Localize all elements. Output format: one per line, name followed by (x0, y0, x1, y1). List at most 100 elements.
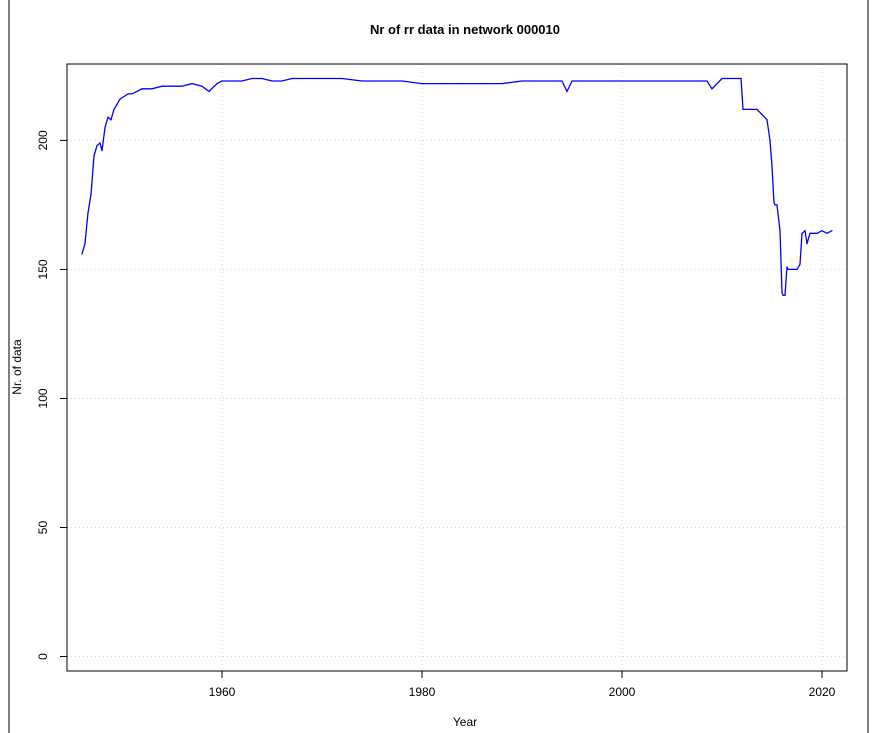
x-tick-label-1960: 1960 (209, 685, 236, 699)
data-point-66 (761, 114, 763, 116)
data-point-74 (781, 292, 783, 294)
data-point-43 (461, 83, 463, 85)
data-point-63 (746, 108, 748, 110)
data-point-90 (826, 232, 828, 234)
data-point-88 (816, 232, 818, 234)
data-point-41 (421, 83, 423, 85)
x-axis: 1960 1980 2000 2020 (209, 671, 836, 699)
data-point-61 (740, 77, 742, 80)
data-point-5 (96, 145, 98, 147)
data-point-91 (831, 230, 833, 232)
grid (67, 64, 847, 671)
data-point-40 (401, 80, 403, 82)
data-point-52 (611, 80, 613, 82)
y-tick-label-100: 100 (36, 388, 50, 408)
x-tick-label-2000: 2000 (609, 685, 636, 699)
data-point-38 (361, 80, 363, 82)
data-point-70 (773, 201, 775, 203)
data-point-54 (651, 80, 653, 82)
chart-title: Nr of rr data in network 000010 (370, 22, 560, 37)
data-point-18 (141, 88, 143, 90)
data-point-30 (251, 77, 253, 80)
y-axis: 0 50 100 150 200 (36, 130, 67, 660)
data-point-7 (101, 150, 103, 152)
data-point-64 (751, 108, 753, 110)
data-point-65 (756, 108, 758, 110)
data-point-85 (806, 243, 808, 245)
data-point-84 (804, 230, 806, 232)
data-point-50 (571, 80, 573, 82)
data-point-16 (131, 93, 133, 95)
data-point-46 (521, 80, 523, 82)
data-point-56 (691, 80, 693, 82)
data-point-67 (766, 119, 768, 121)
y-tick-label-50: 50 (36, 521, 50, 535)
data-point-39 (381, 80, 383, 82)
data-point-12 (116, 103, 118, 105)
data-point-76 (784, 294, 786, 296)
data-point-68 (769, 139, 771, 141)
data-point-33 (281, 80, 283, 82)
data-point-35 (301, 77, 303, 80)
data-point-81 (796, 268, 798, 270)
x-tick-label-1980: 1980 (409, 685, 436, 699)
data-point-79 (790, 268, 792, 270)
data-point-80 (793, 268, 795, 270)
y-tick-label-150: 150 (36, 259, 50, 279)
data-point-23 (191, 83, 193, 85)
data-point-51 (591, 80, 593, 82)
data-point-55 (671, 80, 673, 82)
data-point-75 (782, 294, 784, 296)
data-point-37 (341, 77, 343, 80)
data-point-60 (731, 77, 733, 80)
data-point-59 (721, 77, 723, 80)
data-point-62 (742, 108, 744, 110)
data-point-29 (241, 80, 243, 82)
data-point-32 (271, 80, 273, 82)
data-point-9 (107, 116, 109, 118)
data-point-44 (481, 83, 483, 85)
data-points (81, 77, 833, 296)
data-point-57 (706, 80, 708, 82)
data-point-17 (136, 90, 138, 92)
y-axis-label: Nr. of data (10, 339, 24, 395)
data-point-71 (774, 204, 776, 206)
x-tick-label-2020: 2020 (809, 685, 836, 699)
data-point-4 (93, 155, 95, 157)
data-point-36 (321, 77, 323, 80)
data-point-26 (216, 83, 218, 85)
data-point-14 (123, 95, 125, 98)
data-point-1 (84, 243, 86, 245)
data-point-24 (201, 85, 203, 87)
data-point-19 (151, 88, 153, 90)
data-point-20 (161, 85, 163, 87)
data-point-87 (812, 232, 814, 234)
data-point-34 (291, 77, 293, 80)
data-point-31 (261, 77, 263, 80)
data-point-11 (113, 108, 115, 110)
data-point-28 (231, 80, 233, 82)
data-point-69 (771, 165, 773, 167)
data-point-53 (631, 80, 633, 82)
data-point-77 (786, 266, 788, 268)
data-point-49 (566, 90, 568, 92)
data-point-22 (181, 85, 183, 87)
y-tick-label-200: 200 (36, 130, 50, 150)
data-point-82 (799, 263, 801, 265)
data-point-83 (801, 232, 803, 234)
data-point-72 (776, 204, 778, 206)
data-point-78 (787, 268, 789, 270)
plot-box (66, 63, 848, 672)
data-point-58 (711, 88, 713, 90)
data-point-2 (87, 212, 89, 214)
data-point-45 (501, 83, 503, 85)
data-point-8 (104, 126, 106, 129)
x-axis-label: Year (453, 715, 477, 729)
data-point-15 (127, 93, 129, 95)
data-point-10 (110, 119, 112, 121)
data-point-13 (119, 98, 121, 100)
data-point-73 (779, 230, 781, 232)
data-point-89 (821, 230, 823, 232)
data-point-86 (809, 232, 811, 234)
data-point-6 (99, 142, 101, 144)
